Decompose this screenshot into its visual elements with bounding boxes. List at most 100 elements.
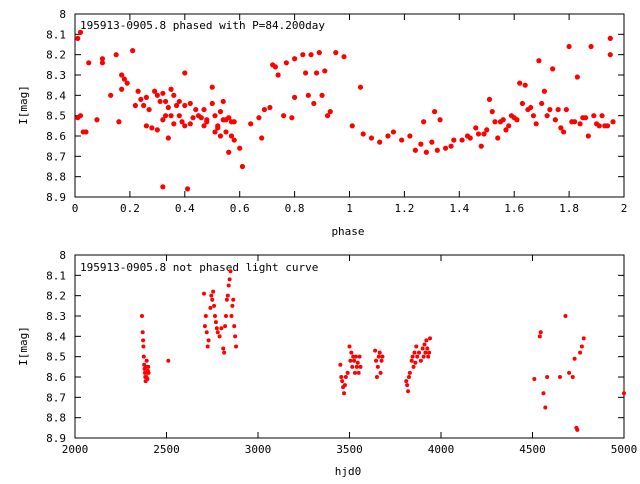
phased-plot-data-point (146, 106, 152, 113)
phased-plot-data-point (256, 115, 262, 121)
phased-plot-data-point (292, 56, 298, 62)
phased-plot-data-point (231, 119, 237, 125)
light-curve-plot-data-point (357, 354, 362, 359)
light-curve-plot-data-point (145, 377, 150, 382)
phased-plot-data-point (585, 133, 591, 139)
phased-plot-data-point (201, 123, 207, 129)
phased-plot-data-point (267, 104, 273, 111)
light-curve-plot-data-point (537, 334, 542, 339)
phased-plot-data-point (141, 102, 147, 109)
light-curve-plot-data-point (140, 330, 145, 335)
phased-plot-data-point (182, 102, 188, 109)
phased-plot-data-point (349, 123, 355, 129)
light-curve-plot-data-point (411, 364, 416, 369)
light-curve-plot-data-point (373, 348, 378, 353)
phased-plot-data-point (577, 121, 583, 127)
phased-plot-data-point (261, 106, 268, 113)
light-curve-plot-data-point (205, 344, 210, 349)
phased-plot-data-point (124, 80, 130, 86)
phased-plot-data-point (231, 137, 237, 143)
phased-plot-data-point (357, 84, 364, 90)
phased-plot-data-point (184, 186, 191, 192)
light-curve-plot-data-point (575, 427, 580, 432)
phased-plot-data-point (201, 106, 207, 113)
phased-plot-data-point (418, 141, 424, 147)
phased-plot-data-point (275, 72, 281, 78)
phased-plot-data-point (552, 117, 558, 123)
light-curve-plot-data-point (221, 346, 226, 351)
phased-plot-data-point (368, 135, 375, 141)
phased-plot-x-tick-label: 0.6 (230, 202, 250, 215)
light-curve-plot-data-point (141, 354, 146, 359)
phased-plot-data-point (431, 109, 438, 115)
phased-plot-x-tick-label: 0 (72, 202, 79, 215)
light-curve-plot-data-point (538, 330, 543, 335)
phased-plot-x-tick-label: 1 (346, 202, 353, 215)
phased-plot-data-point (495, 135, 501, 141)
light-curve-plot-data-point (380, 354, 385, 359)
phased-plot-data-point (423, 149, 429, 155)
phased-plot-title: 195913-0905.8 phased with P=84.200day (80, 19, 325, 32)
light-curve-plot-data-point (209, 293, 214, 298)
light-curve-plot-data-point (233, 334, 238, 339)
phased-plot-data-point (528, 104, 534, 111)
phased-plot-data-point (442, 145, 449, 151)
phased-plot-y-tick-label: 8.2 (46, 49, 66, 62)
light-curve-plot-y-tick-label: 8.4 (46, 330, 66, 343)
phased-plot-data-point (160, 184, 166, 190)
phased-plot-data-point (143, 94, 149, 100)
light-curve-plot-data-point (232, 324, 237, 329)
phased-plot-data-point (421, 119, 427, 125)
phased-plot-data-point (143, 123, 149, 129)
phased-plot-data-point (555, 106, 561, 113)
phased-plot-data-point (132, 102, 138, 109)
light-curve-plot-x-label: hjd0 (335, 465, 362, 478)
light-curve-plot-data-point (342, 391, 347, 396)
light-curve-plot-data-point (345, 370, 350, 375)
phased-plot-y-tick-label: 8.4 (46, 89, 66, 102)
phased-plot-data-point (77, 29, 84, 35)
light-curve-plot-data-point (203, 314, 208, 318)
phased-plot-data-point (517, 80, 523, 86)
light-curve-plot-data-point (541, 391, 546, 396)
light-curve-plot-data-point (356, 370, 361, 375)
phased-plot-data-point (176, 98, 182, 105)
phased-plot-y-tick-label: 8.6 (46, 130, 66, 143)
light-curve-plot-data-point (141, 338, 146, 343)
light-curve-plot-data-point (557, 375, 562, 379)
phased-plot-data-point (99, 56, 106, 62)
light-curve-plot-y-tick-label: 8.5 (46, 351, 66, 364)
phased-plot-data-point (604, 123, 611, 129)
phased-plot-data-point (588, 43, 594, 50)
phased-plot-data-point (171, 92, 177, 98)
light-curve-plot-y-tick-label: 8.7 (46, 391, 66, 404)
phased-plot-data-point (281, 113, 287, 119)
phased-plot-data-point (226, 149, 232, 155)
phased-plot-data-point (160, 117, 166, 123)
light-curve-plot-data-point (223, 324, 228, 329)
light-curve-plot-data-point (409, 358, 414, 363)
light-curve-plot-data-point (208, 305, 213, 310)
phased-plot-data-point (302, 70, 309, 76)
light-curve-plot-data-point (146, 370, 151, 375)
phased-plot-data-point (541, 88, 547, 94)
phased-plot-data-point (165, 104, 171, 111)
light-curve-plot-data-point (578, 350, 583, 355)
light-curve-plot-data-point (210, 297, 215, 302)
phased-plot-data-point (360, 131, 366, 137)
phased-plot-data-point (149, 125, 155, 131)
light-curve-plot-data-point (227, 277, 232, 282)
phased-plot-data-point (486, 96, 493, 102)
phased-plot-data-point (484, 127, 490, 133)
phased-plot-data-point (168, 113, 174, 119)
light-curve-plot-data-point (532, 377, 537, 382)
phased-plot-y-tick-label: 8 (59, 8, 66, 21)
phased-plot-data-point (533, 121, 539, 127)
light-curve-plot-data-point (406, 389, 411, 394)
light-curve-plot-data-point (414, 344, 419, 349)
light-curve-plot-data-point (374, 358, 379, 363)
light-curve-plot-y-tick-label: 8.8 (46, 412, 66, 425)
light-curve-plot-data-point (378, 370, 383, 375)
phased-plot-data-point (311, 100, 317, 107)
phased-plot-data-point (566, 43, 572, 50)
